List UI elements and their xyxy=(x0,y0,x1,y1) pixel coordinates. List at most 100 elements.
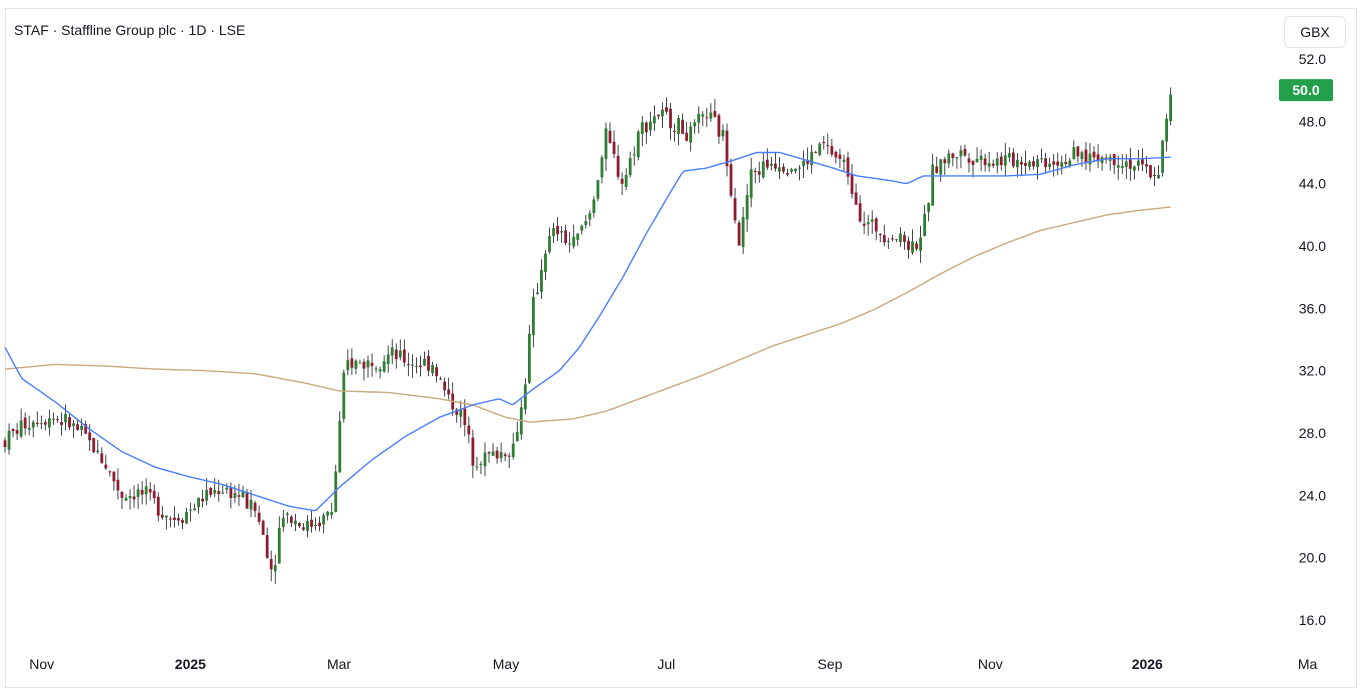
candle xyxy=(628,151,632,178)
candle xyxy=(281,509,285,532)
candle xyxy=(870,210,874,234)
candle xyxy=(971,160,975,178)
candle xyxy=(382,355,386,373)
candle xyxy=(168,516,172,528)
candle xyxy=(842,154,846,172)
candle xyxy=(515,421,519,442)
ma50-line xyxy=(4,151,1171,512)
candle xyxy=(999,152,1003,171)
y-tick-label: 16.0 xyxy=(1299,612,1326,628)
candle xyxy=(193,503,196,511)
candle xyxy=(419,355,422,377)
chart-frame xyxy=(5,8,1357,688)
candle xyxy=(640,115,644,146)
candle xyxy=(709,103,713,122)
candle xyxy=(979,149,983,171)
candle xyxy=(306,515,309,538)
candle xyxy=(1036,155,1039,180)
x-tick-label: Nov xyxy=(978,656,1003,672)
candle xyxy=(773,152,777,172)
candle xyxy=(19,408,23,439)
candle xyxy=(366,355,370,378)
candle xyxy=(471,429,475,478)
candle xyxy=(608,122,612,144)
candle xyxy=(68,412,71,430)
candle xyxy=(27,415,31,436)
candle xyxy=(277,516,281,564)
candle xyxy=(596,179,600,202)
candle xyxy=(120,490,124,509)
candle xyxy=(160,506,164,520)
candle xyxy=(935,156,939,174)
currency-selector[interactable]: GBX xyxy=(1284,16,1346,48)
candle xyxy=(826,133,830,155)
candle xyxy=(769,156,773,171)
candle xyxy=(64,404,67,431)
x-tick-label: May xyxy=(493,656,519,672)
candle xyxy=(511,432,515,460)
candle xyxy=(822,135,826,150)
candle xyxy=(661,102,664,129)
candlestick-series xyxy=(3,87,1173,584)
candle xyxy=(378,366,382,379)
candle xyxy=(810,144,814,174)
candle xyxy=(261,519,265,535)
candle xyxy=(491,443,495,456)
candle xyxy=(858,195,862,223)
candle xyxy=(1084,141,1088,171)
candle xyxy=(1011,148,1015,169)
candle xyxy=(552,222,555,244)
candle xyxy=(225,483,229,494)
candle xyxy=(294,513,297,532)
candle xyxy=(882,224,886,247)
candle xyxy=(911,229,914,255)
candle xyxy=(681,113,685,135)
candle xyxy=(794,168,797,174)
candle xyxy=(761,151,765,179)
candle xyxy=(564,224,568,246)
y-tick-label: 32.0 xyxy=(1299,363,1326,379)
candle xyxy=(76,418,80,431)
candle xyxy=(338,411,342,474)
candle xyxy=(523,378,527,415)
y-tick-label: 52.0 xyxy=(1299,51,1326,67)
candle xyxy=(693,119,697,134)
candle xyxy=(624,168,628,191)
candle xyxy=(201,489,205,508)
candle xyxy=(96,440,100,454)
x-tick-label: Sep xyxy=(818,656,843,672)
candle xyxy=(757,161,761,183)
candle xyxy=(1072,140,1076,160)
candle xyxy=(560,225,564,243)
candle xyxy=(580,224,584,235)
candle xyxy=(652,105,656,131)
candle xyxy=(669,102,672,140)
candle xyxy=(673,123,676,142)
candle xyxy=(1003,142,1007,176)
candle xyxy=(519,399,523,440)
candle xyxy=(116,468,120,500)
candle xyxy=(435,363,438,383)
candle xyxy=(132,485,136,508)
candle xyxy=(439,376,443,380)
candle xyxy=(173,506,176,528)
candle xyxy=(1015,152,1019,178)
candle xyxy=(213,477,217,497)
candle xyxy=(398,339,402,361)
candle xyxy=(1044,152,1048,174)
candle xyxy=(265,527,269,560)
candle xyxy=(431,361,434,376)
candle xyxy=(423,351,426,367)
x-tick-label: Mar xyxy=(327,656,351,672)
candle xyxy=(402,339,406,367)
candle xyxy=(47,409,51,436)
candle xyxy=(721,124,725,141)
candle xyxy=(60,412,63,436)
y-tick-label: 40.0 xyxy=(1299,238,1326,254)
candle xyxy=(346,349,350,376)
candle xyxy=(289,515,293,528)
candle xyxy=(1032,156,1035,170)
candle xyxy=(923,205,927,237)
candle xyxy=(899,227,902,247)
